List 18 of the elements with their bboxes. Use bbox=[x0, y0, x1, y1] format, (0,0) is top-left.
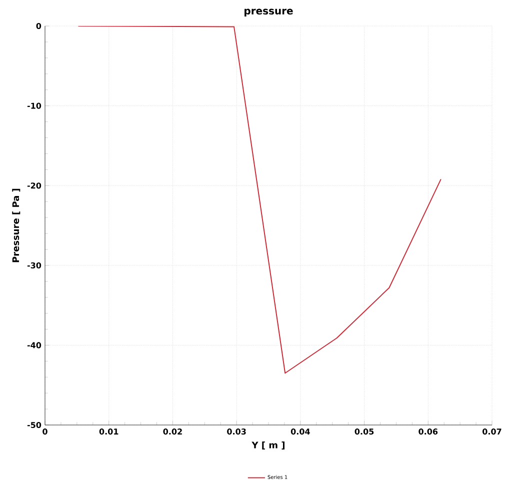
x-tick-label: 0.06 bbox=[418, 428, 438, 435]
y-tick-label: -30 bbox=[27, 262, 42, 268]
x-axis-title: Y [ m ] bbox=[252, 441, 284, 450]
line-series bbox=[78, 26, 442, 374]
y-tick-label: -50 bbox=[27, 422, 42, 428]
x-tick-label: 0 bbox=[42, 428, 48, 435]
y-tick-label: -10 bbox=[27, 102, 42, 109]
x-tick-label: 0.07 bbox=[482, 428, 502, 435]
y-tick-label: 0 bbox=[36, 22, 42, 30]
y-tick-label: -20 bbox=[27, 182, 42, 189]
y-tick-label: -40 bbox=[27, 342, 42, 348]
x-tick-label: 0.05 bbox=[354, 428, 374, 435]
x-tick-label: 0.01 bbox=[99, 428, 118, 435]
y-axis-title: Pressure [ Pa ] bbox=[12, 188, 20, 262]
x-tick-label: 0.04 bbox=[290, 428, 310, 435]
chart-title: pressure bbox=[244, 8, 293, 16]
x-tick-label: 0.03 bbox=[227, 428, 246, 435]
x-tick-label: 0.02 bbox=[163, 428, 182, 435]
